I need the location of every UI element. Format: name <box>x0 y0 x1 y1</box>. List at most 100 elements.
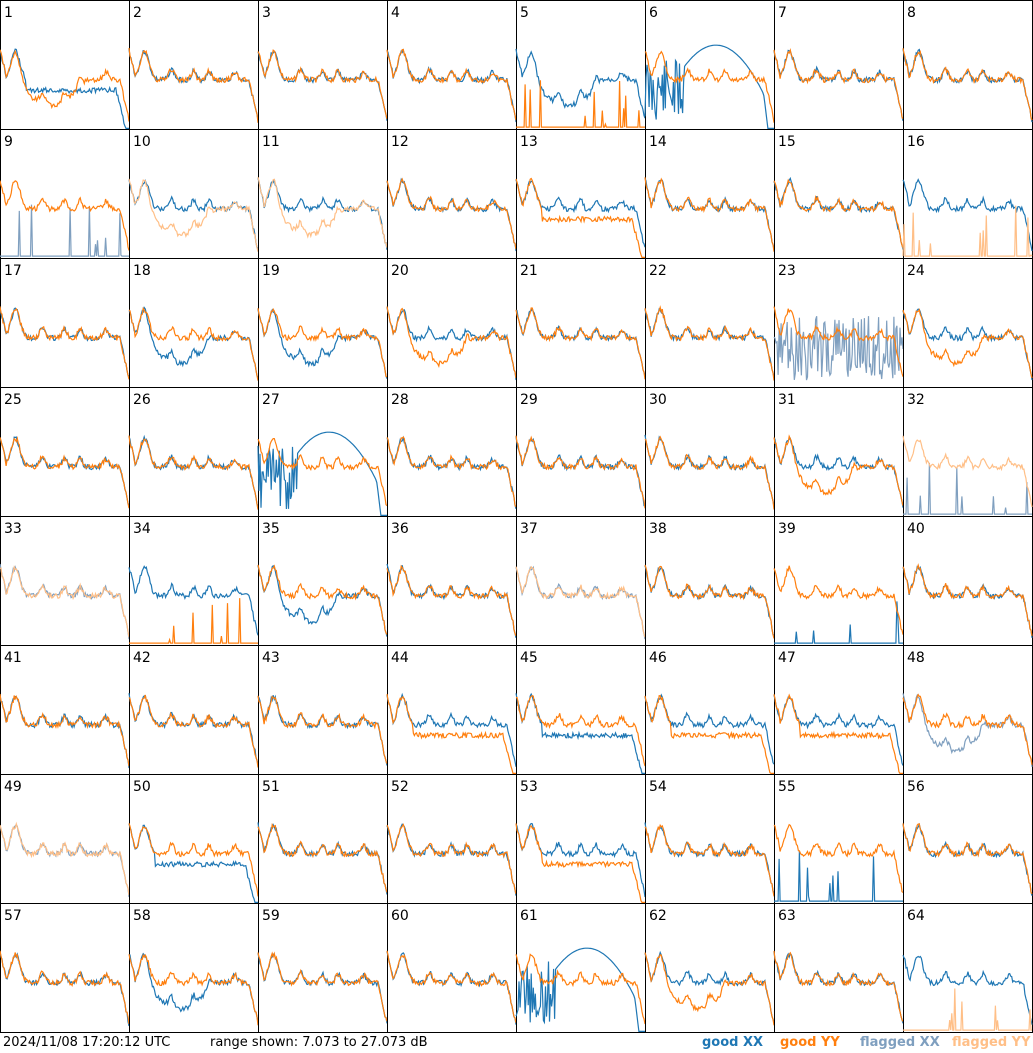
panel-39: 39 <box>773 516 904 646</box>
legend-good-xx: good XX <box>702 1035 764 1050</box>
xx-series-line <box>515 48 646 119</box>
panel-label: 25 <box>4 392 22 408</box>
panel-label: 8 <box>907 5 916 21</box>
panel-6: 6 <box>644 0 775 130</box>
panel-label: 38 <box>649 521 667 537</box>
panel-label: 7 <box>778 5 787 21</box>
panel-56: 56 <box>902 774 1033 904</box>
xx-series-line <box>902 954 1033 1025</box>
panel-49: 49 <box>0 774 130 904</box>
panel-label: 47 <box>778 650 796 666</box>
xx-series-line <box>0 48 129 129</box>
panel-label: 60 <box>391 908 409 924</box>
yy-series-line <box>644 177 775 252</box>
panel-label: 14 <box>649 134 667 150</box>
panel-label: 2 <box>133 5 142 21</box>
yy-series-line <box>515 177 645 258</box>
panel-16: 16 <box>902 129 1033 259</box>
yy-series-line <box>257 564 388 635</box>
xx-series-line <box>773 694 904 766</box>
yy-series-line <box>129 598 258 644</box>
yy-series-line <box>903 988 1032 1031</box>
panel-44: 44 <box>386 645 517 775</box>
yy-series-line <box>902 308 1033 379</box>
xx-series-line <box>257 431 387 516</box>
yy-series-line <box>773 950 904 1022</box>
panel-5: 5 <box>515 0 646 130</box>
panel-label: 5 <box>520 5 529 21</box>
panel-label: 32 <box>907 392 925 408</box>
panel-43: 43 <box>257 645 388 775</box>
panel-9: 9 <box>0 129 130 259</box>
xx-series-line <box>128 565 259 636</box>
panel-28: 28 <box>386 387 517 517</box>
yy-series-line <box>386 436 517 508</box>
panel-20: 20 <box>386 258 517 388</box>
panel-32: 32 <box>902 387 1033 517</box>
panel-8: 8 <box>902 0 1033 130</box>
panel-label: 6 <box>649 5 658 21</box>
legend-flagged-xx: flagged XX <box>860 1035 940 1050</box>
panel-21: 21 <box>515 258 646 388</box>
xx-series-line <box>774 601 903 644</box>
yy-series-line <box>257 822 388 893</box>
panel-30: 30 <box>644 387 775 517</box>
yy-series-line <box>257 177 388 248</box>
yy-series-line <box>386 564 517 637</box>
panel-frame <box>129 0 259 130</box>
panel-label: 19 <box>262 263 280 279</box>
panel-label: 36 <box>391 521 409 537</box>
xx-series-line <box>902 822 1033 896</box>
yy-series-line <box>386 950 517 1023</box>
panel-label: 34 <box>133 521 151 537</box>
panel-2: 2 <box>128 0 259 130</box>
panel-57: 57 <box>0 903 130 1033</box>
yy-series-line <box>0 693 130 767</box>
yy-series-line <box>257 438 388 507</box>
yy-series-line <box>902 48 1033 121</box>
panel-label: 15 <box>778 134 796 150</box>
xx-series-line <box>128 823 258 903</box>
panel-26: 26 <box>128 387 259 517</box>
yy-series-line <box>257 695 388 764</box>
panel-42: 42 <box>128 645 259 775</box>
yy-series-line <box>773 306 904 377</box>
panel-label: 10 <box>133 134 151 150</box>
yy-series-line <box>386 693 516 774</box>
panel-17: 17 <box>0 258 130 388</box>
panel-label: 49 <box>4 779 22 795</box>
yy-series-line <box>515 565 646 638</box>
panel-label: 44 <box>391 650 409 666</box>
panel-40: 40 <box>902 516 1033 646</box>
panel-55: 55 <box>773 774 904 904</box>
xx-series-line <box>644 693 775 765</box>
xx-series-line <box>257 953 388 1024</box>
panel-35: 35 <box>257 516 388 646</box>
yy-series-line <box>386 823 517 894</box>
yy-series-line <box>257 951 388 1022</box>
panel-34: 34 <box>128 516 259 646</box>
panel-label: 16 <box>907 134 925 150</box>
panel-4: 4 <box>386 0 517 130</box>
panel-label: 24 <box>907 263 925 279</box>
panel-label: 56 <box>907 779 925 795</box>
panel-7: 7 <box>773 0 904 130</box>
yy-series-line <box>515 953 646 1025</box>
panel-10: 10 <box>128 129 259 259</box>
panel-label: 3 <box>262 5 271 21</box>
yy-series-line <box>386 306 517 379</box>
yy-series-line <box>0 180 130 251</box>
footer-bar: 2024/11/08 17:20:12 UTC range shown: 7.0… <box>0 1033 1033 1053</box>
panel-63: 63 <box>773 903 904 1033</box>
legend-flagged-yy: flagged YY <box>952 1035 1031 1050</box>
yy-series-line <box>644 564 775 639</box>
yy-series-line <box>902 693 1033 765</box>
panel-52: 52 <box>386 774 517 904</box>
panel-label: 12 <box>391 134 409 150</box>
panel-label: 21 <box>520 263 538 279</box>
panel-14: 14 <box>644 129 775 259</box>
panel-13: 13 <box>515 129 646 259</box>
yy-series-line <box>515 823 645 903</box>
panel-label: 51 <box>262 779 280 795</box>
yy-series-line <box>0 436 130 509</box>
